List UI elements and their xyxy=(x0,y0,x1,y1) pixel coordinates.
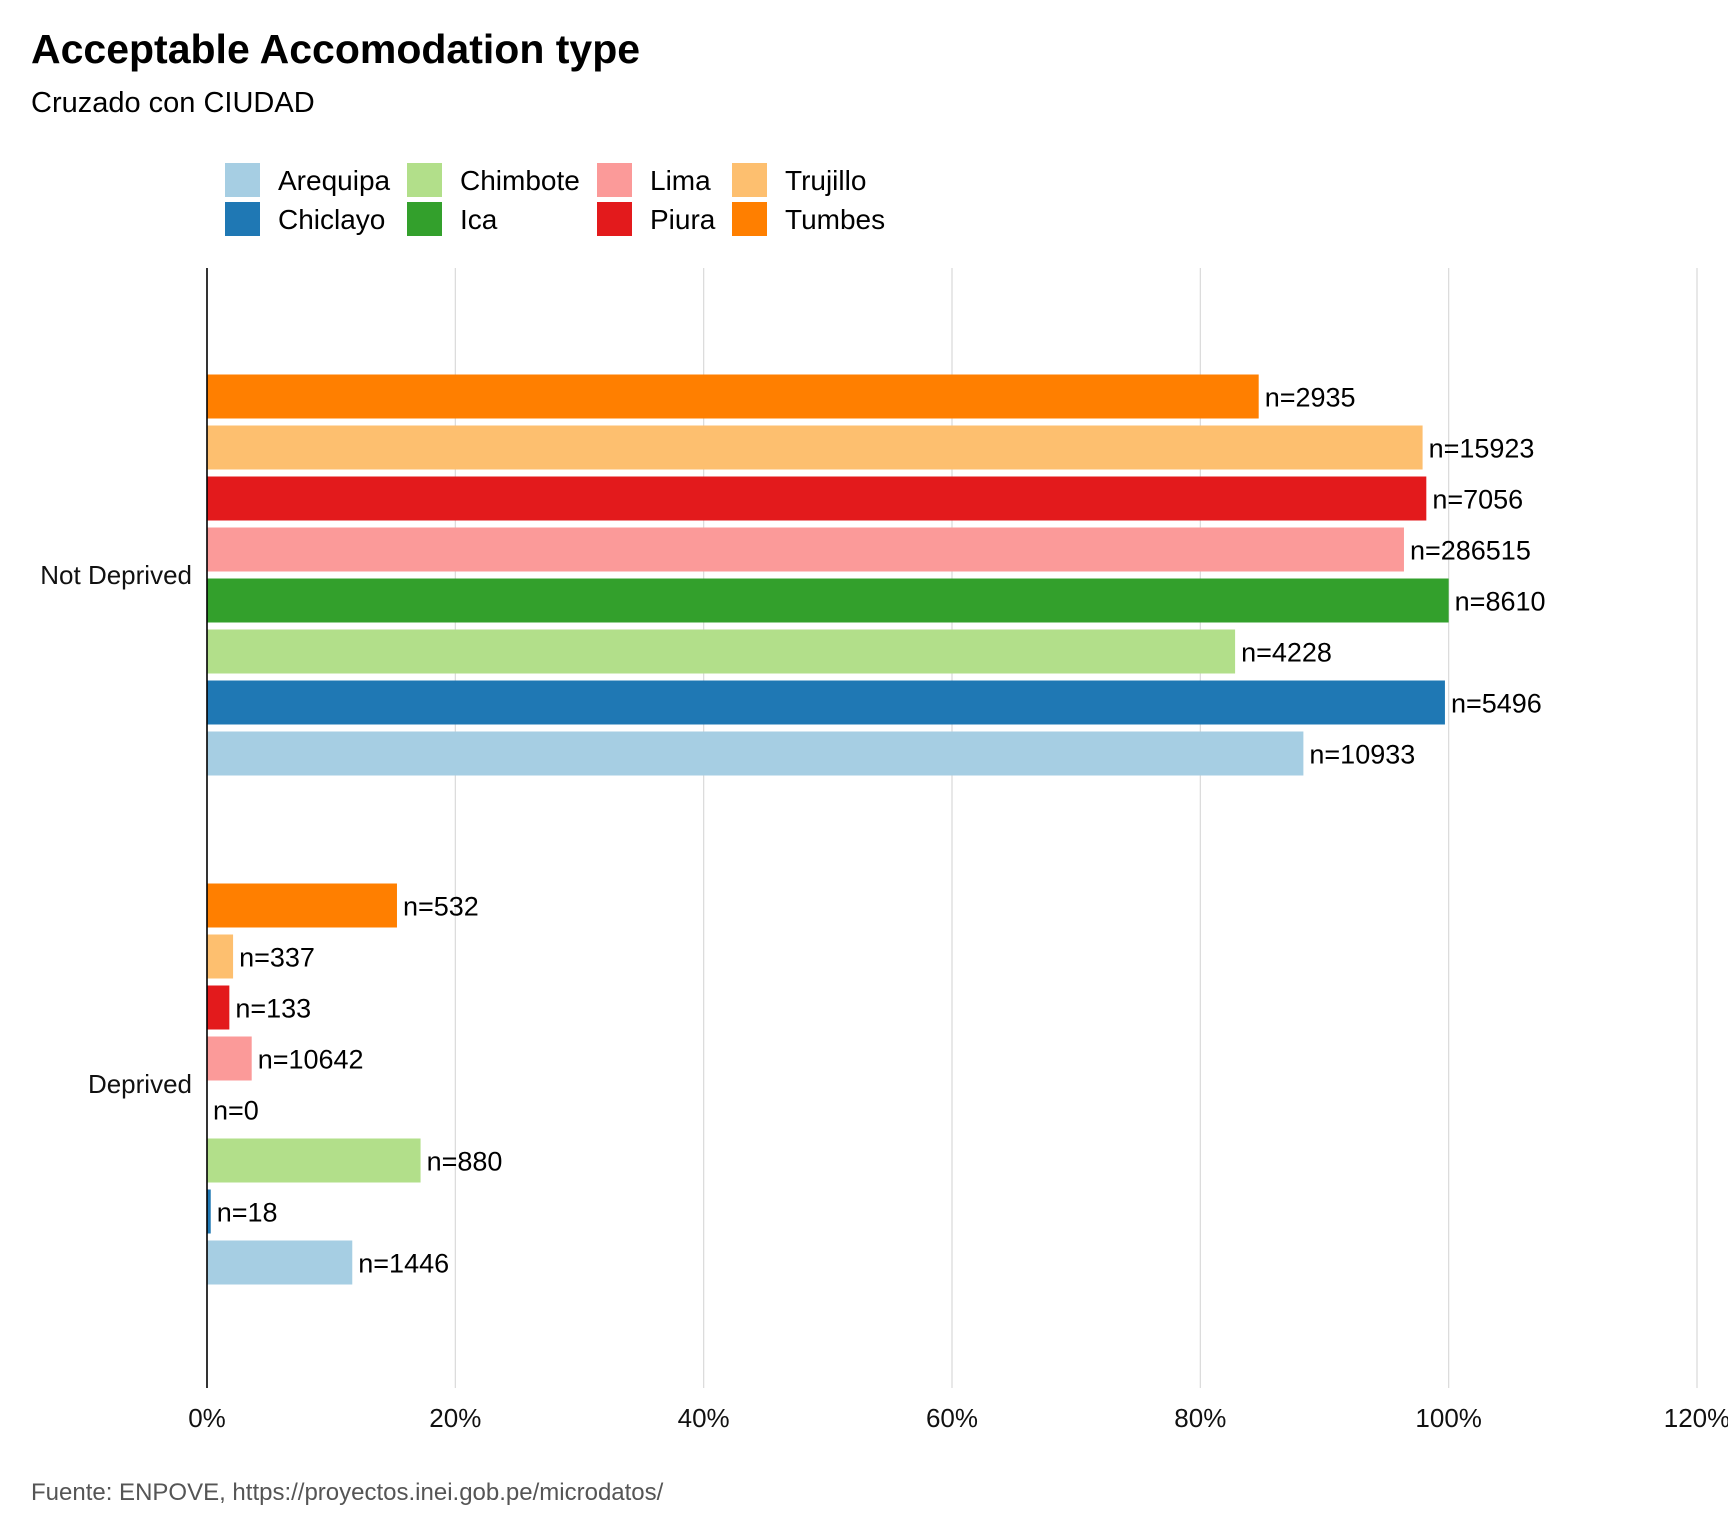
bar xyxy=(207,374,1259,419)
legend-swatch xyxy=(225,202,260,236)
bar xyxy=(207,527,1404,572)
data-label: n=10933 xyxy=(1309,740,1415,770)
bar xyxy=(207,1036,252,1081)
legend-label: Lima xyxy=(650,165,711,196)
legend-swatch xyxy=(407,163,442,197)
legend-swatch xyxy=(597,163,632,197)
data-label: n=7056 xyxy=(1432,485,1523,515)
bar xyxy=(207,476,1427,521)
legend-swatch xyxy=(407,202,442,236)
bar xyxy=(207,680,1445,725)
bar xyxy=(207,425,1423,470)
y-axis-categories: Not Deprived Deprived xyxy=(40,560,192,1099)
bar xyxy=(207,985,230,1030)
bars: n=10933 n=5496 n=4228 n=8610 n=286515 n=7056 n… xyxy=(207,374,1546,1285)
chart-subtitle: Cruzado con CIUDAD xyxy=(31,87,315,119)
x-tick-label: 120% xyxy=(1664,1403,1728,1433)
data-label: n=5496 xyxy=(1451,689,1542,719)
data-label: n=4228 xyxy=(1241,638,1332,668)
data-label: n=18 xyxy=(217,1198,278,1228)
chart-title: Acceptable Accomodation type xyxy=(31,26,640,72)
x-tick-label: 20% xyxy=(429,1403,481,1433)
bar xyxy=(207,883,397,928)
x-tick-label: 40% xyxy=(678,1403,730,1433)
legend-swatch xyxy=(597,202,632,236)
data-label: n=2935 xyxy=(1265,383,1356,413)
category-label: Not Deprived xyxy=(40,560,192,590)
data-label: n=532 xyxy=(403,892,479,922)
data-label: n=10642 xyxy=(258,1045,364,1075)
bar xyxy=(207,1189,211,1234)
x-tick-label: 0% xyxy=(188,1403,226,1433)
bar xyxy=(207,934,234,979)
legend-label: Tumbes xyxy=(785,204,885,235)
chart-caption: Fuente: ENPOVE, https://proyectos.inei.g… xyxy=(31,1479,664,1506)
data-label: n=880 xyxy=(427,1147,503,1177)
legend-label: Ica xyxy=(460,204,498,235)
data-label: n=15923 xyxy=(1429,434,1535,464)
bar xyxy=(207,731,1304,776)
legend: Arequipa Chiclayo Chimbote Ica Lima Piura Truj… xyxy=(225,163,885,236)
category-label: Deprived xyxy=(88,1069,192,1099)
legend-label: Chiclayo xyxy=(278,204,385,235)
bar xyxy=(207,578,1449,623)
x-axis-ticks: 0% 20% 40% 60% 80% 100% 120% xyxy=(188,1403,1728,1433)
legend-swatch xyxy=(225,163,260,197)
legend-label: Piura xyxy=(650,204,716,235)
data-label: n=286515 xyxy=(1410,536,1531,566)
bar xyxy=(207,629,1236,674)
data-label: n=0 xyxy=(213,1096,259,1126)
legend-swatch xyxy=(732,163,767,197)
bar xyxy=(207,1138,421,1183)
data-label: n=1446 xyxy=(358,1249,449,1279)
legend-label: Chimbote xyxy=(460,165,580,196)
legend-label: Trujillo xyxy=(785,165,866,196)
x-tick-label: 60% xyxy=(926,1403,978,1433)
data-label: n=133 xyxy=(235,994,311,1024)
legend-label: Arequipa xyxy=(278,165,391,196)
x-tick-label: 100% xyxy=(1415,1403,1482,1433)
data-label: n=8610 xyxy=(1455,587,1546,617)
data-label: n=337 xyxy=(239,943,315,973)
legend-swatch xyxy=(732,202,767,236)
x-tick-label: 80% xyxy=(1174,1403,1226,1433)
bar xyxy=(207,1240,353,1285)
